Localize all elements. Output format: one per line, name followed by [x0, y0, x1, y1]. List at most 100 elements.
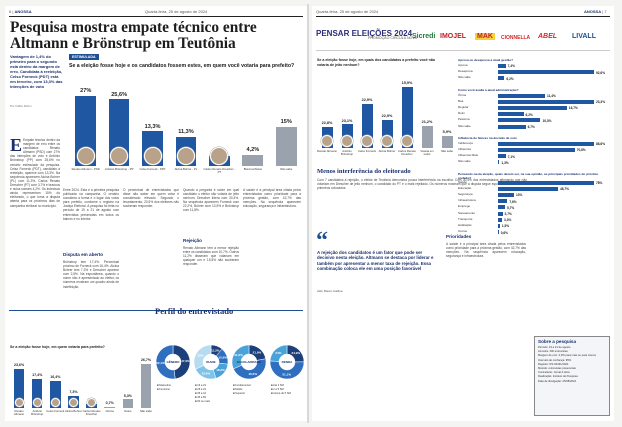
rejeicao-value-label: 23,1%: [341, 118, 353, 123]
avaliacao-row-label: Ruim: [458, 111, 466, 116]
espontanea-value-label: 7,3%: [69, 390, 78, 395]
sobre-line: Amostra: 400 entrevistas: [538, 350, 568, 354]
espontanea-candidate-photo: [50, 398, 60, 407]
escolaridade-legend-item: ■ Médio: [233, 387, 243, 391]
renda-title: RENDA: [282, 360, 294, 364]
gestao-value-label: 6,2%: [506, 76, 514, 81]
estimulada-category-label: Celso Forneck - PDT: [139, 167, 166, 171]
gestao-value-label: 92,6%: [596, 70, 606, 75]
avaliacao-bar: [498, 124, 526, 129]
estimulada-category-label: Renato Altmann - PSD: [71, 167, 100, 171]
prioridades-value-label: 3,3%: [504, 218, 512, 223]
rejeicao-value-label: 5,9%: [442, 130, 452, 135]
espontanea-category-label: Carlos Renato Drescher: [82, 409, 101, 417]
renda-slice: [269, 344, 288, 362]
estimulada-value-label: 25,6%: [111, 91, 128, 98]
sobre-line: Método: entrevistas presenciais: [538, 367, 576, 371]
rejeicao-bar: [421, 125, 433, 148]
estimulada-candidate-photo: [210, 147, 229, 165]
estimulada-chart: 27% Renato Altmann - PSD 25,6% Antônio Brön…: [69, 80, 303, 180]
prioridades-title: Prioridades: [446, 234, 472, 239]
espontanea-candidate-photo: [14, 398, 24, 407]
rejeicao-bar: [381, 120, 393, 148]
avaliacao-value-label: 16,7%: [568, 106, 578, 111]
prioridades-value-label: 5,7%: [507, 205, 515, 210]
escolaridade-legend-item: ■ Superior: [233, 391, 245, 395]
rejeicao-bar: [401, 87, 413, 148]
idade-slice: [193, 344, 212, 370]
estimulada-candidate-photo: [110, 147, 129, 165]
gestao-bar: [498, 76, 505, 81]
avaliacao-value-label: 23,3%: [596, 100, 606, 105]
espontanea-category-label: Não sabe: [139, 409, 152, 413]
gestao-bar: [498, 64, 506, 68]
avaliacao-row-label: Boa: [458, 98, 464, 103]
estimulada-value-label: 13,3%: [144, 123, 161, 130]
interferencia-bar: [498, 148, 575, 152]
escolaridade-slice: [231, 344, 250, 370]
left-rule: [9, 16, 303, 17]
sobre-line: Intervalo de confiança: 95%: [538, 358, 572, 362]
rejeicao-category-label: Alcina Bohrer: [378, 149, 396, 153]
gestao-row-label: Não sabe: [458, 75, 471, 80]
escolaridade-slice-label: 46,5%: [248, 372, 257, 376]
escolaridade-slice-label: 21,9%: [253, 350, 262, 354]
section-heading: Menos interferência do eleitorado: [317, 168, 411, 175]
avaliacao-value-label: 6,7%: [527, 124, 535, 129]
genero-slice: [155, 344, 176, 380]
rejeicao-candidate-photo: [401, 135, 413, 147]
prioridades-row-label: Infraestrutura: [458, 198, 476, 203]
idade-legend-item: ■ 16 a 24: [195, 383, 206, 387]
espontanea-category-label: Antônio Brönstrup: [31, 409, 44, 417]
espontanea-bar: [50, 380, 61, 408]
sobre-lines: Período: 19 a 21 de agosto Amostra: 400 e…: [538, 346, 606, 384]
interferencia-title: Influência de fatores na decisão de voto: [458, 135, 517, 140]
prioridades-title: Pensando nesta eleição, quais devem ser,…: [458, 171, 599, 180]
estimulada-category-label: Alcina Bohrer - PL: [174, 167, 198, 171]
prioridades-value-label: 0,6%: [500, 230, 508, 235]
idade-title: IDADE: [206, 360, 215, 364]
espontanea-value-label: 0,7%: [105, 401, 114, 406]
banner-partner: PROMOÇÃO CIRCULA NOVA: [368, 36, 417, 40]
interferencia-row-label: Influencia: [458, 147, 471, 151]
page-fold: [307, 4, 309, 423]
prioridades-bar: [498, 230, 499, 235]
genero-slice-label: 47,9%: [181, 359, 190, 363]
right-page: Quarta-feira, 25 de agosto de 2024 ANOSS…: [312, 6, 614, 421]
genero-slice-label: 52,1%: [156, 361, 165, 365]
rejeicao-category-label: Carlos Renato Drescher: [398, 149, 416, 157]
estimulada-bar: [242, 155, 264, 166]
right-date: Quarta-feira, 25 de agosto de 2024: [316, 9, 379, 14]
prioridades-bar: [498, 224, 500, 228]
escolaridade-slice-label: 31,6%: [234, 353, 243, 357]
espontanea-category-label: Nulos: [124, 409, 132, 413]
interferencia-row-label: Indiferença: [458, 140, 473, 145]
espontanea-category-label: Alcina Bohrer: [65, 409, 82, 413]
avaliacao-value-label: 10,3%: [542, 118, 552, 123]
sobre-line: Margem de erro: 4,9% para mais ou para m…: [538, 354, 596, 358]
genero-legend-item: ■ Masculino: [157, 383, 172, 387]
estimulada-category-label: Brancos/Nulos: [243, 167, 262, 171]
estimulada-value-label: 15%: [280, 119, 292, 126]
rejeicao-bar: [361, 103, 373, 148]
left-folio: 6 | ANOSSA: [9, 9, 32, 14]
interferencia-bar: [498, 141, 594, 146]
espontanea-bar: [122, 399, 134, 408]
espontanea-bar: [104, 406, 115, 408]
interferencia-row-label: Não sabe: [458, 159, 471, 164]
avaliacao-bar: [498, 112, 524, 117]
left-date: Quarta-feira, 25 de agosto de 2024: [145, 9, 208, 14]
prioridades-bar: [498, 180, 594, 185]
genero-legend-item: ■ Feminino: [157, 387, 171, 391]
sobre-line: Registro: RS-03431/2024: [538, 362, 569, 366]
sponsor-6: LIVALL: [572, 33, 596, 40]
sobre-line: Realização: Instituto de Pesquisa: [538, 375, 578, 379]
avaliacao-bar: [498, 99, 594, 104]
prioridades-row-label: Outros: [458, 229, 468, 234]
espontanea-category-label: Renato Altmann: [13, 409, 25, 417]
rejeicao-category-label: Votaria em todos: [420, 149, 434, 157]
pull-quote: A rejeição dos candidatos é um fator que…: [317, 250, 434, 271]
renda-slice-label: 24,9%: [292, 351, 301, 355]
banner-title: PENSAR ELEIÇÕES 2024: [316, 29, 413, 38]
prioridades-bar: [498, 205, 505, 210]
